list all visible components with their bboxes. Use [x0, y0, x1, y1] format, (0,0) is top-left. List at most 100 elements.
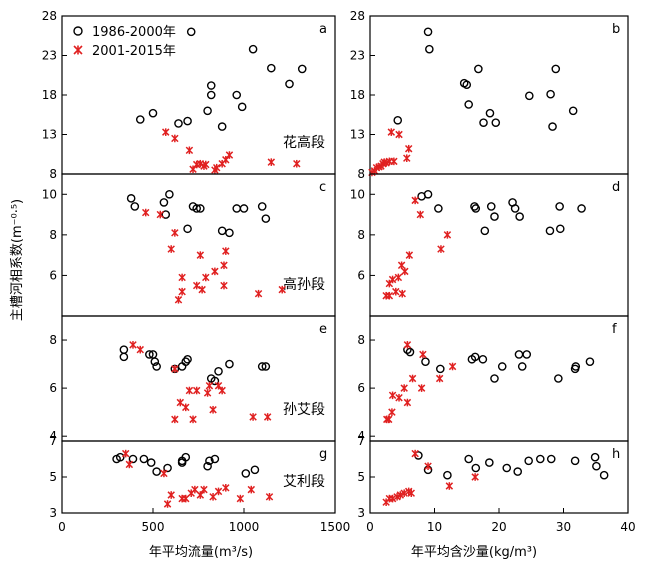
data-point-star	[176, 398, 185, 407]
data-point-star	[212, 163, 221, 172]
data-point-circle	[237, 102, 247, 112]
y-tick-label: 4	[49, 429, 57, 443]
data-point-star	[471, 473, 479, 481]
data-point-circle	[248, 44, 258, 54]
series-star-c	[141, 208, 286, 304]
data-point-circle	[570, 456, 580, 466]
series-circle-d	[417, 189, 586, 236]
data-point-circle	[205, 456, 214, 466]
data-point-circle	[261, 362, 271, 371]
data-point-star	[398, 289, 406, 298]
data-point-star	[214, 487, 223, 496]
data-point-circle	[206, 90, 216, 100]
data-point-star	[435, 374, 444, 383]
data-point-star	[222, 247, 230, 255]
x-tick-label: 10	[427, 520, 442, 534]
data-point-star	[388, 408, 396, 416]
data-point-circle	[232, 204, 242, 213]
y-tick-label: 23	[350, 49, 365, 63]
data-point-star	[129, 341, 137, 349]
segment-label-g: 艾利段	[283, 474, 325, 490]
data-point-star	[254, 289, 263, 298]
data-point-circle	[510, 204, 520, 213]
series-star-a	[162, 128, 301, 174]
panel-letter-f: f	[612, 322, 617, 337]
data-point-circle	[464, 100, 473, 109]
data-point-star	[156, 210, 165, 219]
y-tick-label: 28	[350, 9, 365, 23]
data-point-circle	[514, 350, 524, 359]
y-tick-label: 6	[49, 381, 57, 395]
data-point-star	[121, 449, 130, 458]
data-point-star	[200, 485, 208, 494]
panel-frame-h	[369, 440, 629, 514]
data-point-star	[167, 491, 175, 499]
data-point-circle	[225, 228, 234, 238]
data-point-circle	[203, 106, 212, 116]
y-tick-label: 5	[357, 470, 365, 484]
data-point-circle	[239, 204, 249, 213]
data-point-star	[416, 210, 425, 219]
data-point-star	[411, 196, 419, 205]
data-point-circle	[599, 470, 609, 480]
series-star-e	[129, 341, 272, 424]
y-tick-label: 6	[357, 381, 365, 395]
data-point-circle	[471, 463, 481, 473]
data-point-circle	[497, 362, 507, 371]
x-tick-label: 40	[620, 520, 635, 534]
data-point-star	[437, 245, 445, 253]
data-point-star	[160, 469, 168, 478]
data-point-star	[203, 389, 212, 397]
panel-frame-f	[369, 315, 629, 442]
data-point-star	[400, 384, 408, 392]
data-point-star	[202, 273, 210, 282]
panel-letter-g: g	[319, 447, 327, 462]
data-point-star	[225, 151, 234, 159]
data-point-star	[445, 482, 454, 490]
data-point-circle	[491, 118, 501, 127]
y-tick-label: 6	[49, 268, 57, 282]
data-point-circle	[480, 226, 490, 236]
data-point-circle	[571, 362, 581, 371]
data-point-star	[136, 345, 144, 354]
y-tick-label: 3	[357, 506, 365, 520]
data-point-circle	[548, 122, 557, 131]
x-tick-label: 20	[491, 520, 506, 534]
x-tick-label: 30	[556, 520, 571, 534]
data-point-star	[141, 208, 150, 217]
series-circle-e	[119, 345, 271, 386]
y-tick-label: 18	[42, 88, 57, 102]
data-point-star	[185, 146, 194, 155]
data-point-circle	[443, 470, 452, 480]
data-point-star	[388, 494, 397, 503]
series-star-b	[368, 128, 413, 177]
data-point-star	[395, 130, 403, 139]
data-point-star	[400, 489, 408, 498]
panel-frame-d	[369, 173, 629, 317]
data-point-star	[171, 365, 179, 373]
data-point-star	[214, 381, 223, 390]
data-point-star	[192, 386, 201, 395]
data-point-circle	[478, 354, 488, 364]
data-point-star	[174, 295, 183, 304]
data-point-star	[247, 485, 256, 494]
data-point-circle	[206, 81, 216, 90]
data-point-circle	[250, 465, 260, 475]
data-point-circle	[241, 469, 251, 478]
chart-legend: 1986-2000年 2001-2015年	[73, 25, 176, 59]
data-point-star	[392, 287, 400, 296]
x-axis-label-left: 年平均流量(m³/s)	[149, 545, 253, 560]
data-point-circle	[464, 454, 473, 464]
data-point-star	[443, 231, 452, 239]
data-point-circle	[135, 115, 145, 124]
data-point-star	[209, 492, 217, 501]
series-circle-g	[112, 452, 260, 478]
data-point-circle	[119, 345, 129, 354]
data-point-circle	[577, 204, 586, 213]
panel-letter-b: b	[612, 22, 620, 37]
y-tick-label: 7	[49, 434, 57, 448]
data-point-circle	[126, 194, 136, 203]
y-tick-label: 28	[42, 9, 57, 23]
series-star-h	[382, 449, 479, 507]
x-tick-label: 500	[142, 520, 165, 534]
